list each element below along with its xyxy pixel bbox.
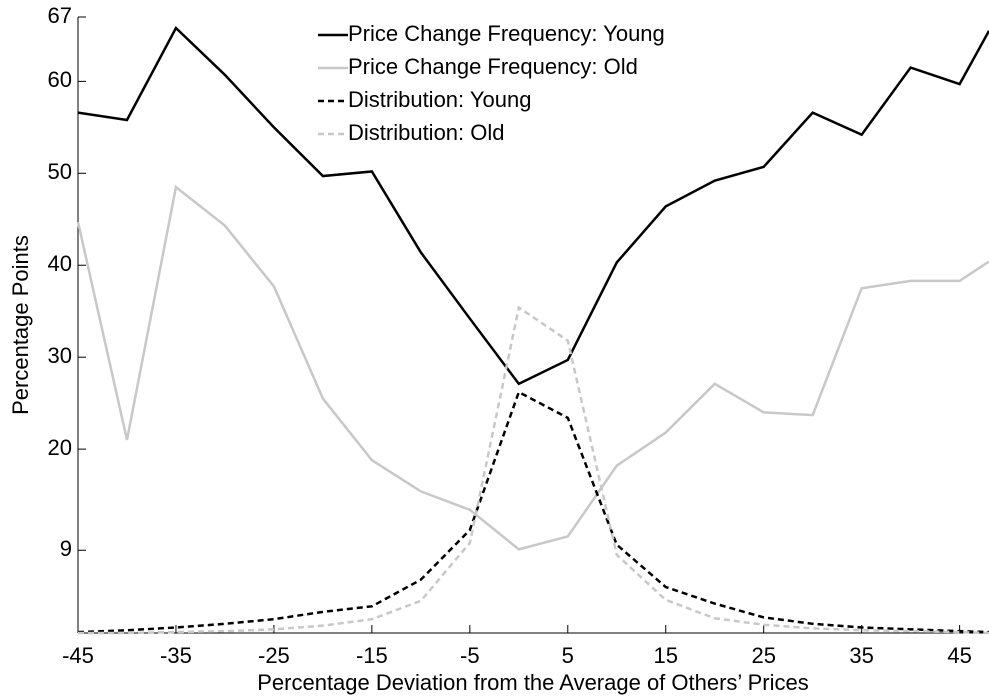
x-tick-label: 15 [653, 643, 677, 668]
series-line [77, 390, 989, 634]
x-tick-label: -5 [460, 643, 480, 668]
x-tick-label: 35 [849, 643, 873, 668]
series-line [76, 184, 989, 551]
y-tick-label: 40 [48, 251, 72, 276]
x-tick-label: -35 [160, 643, 192, 668]
legend-label: Distribution: Young [348, 87, 531, 112]
x-tick-label: -25 [258, 643, 290, 668]
legend-label: Price Change Frequency: Young [348, 21, 665, 46]
y-tick-label: 9 [60, 536, 72, 561]
legend-label: Price Change Frequency: Old [348, 54, 638, 79]
x-tick-label: 25 [751, 643, 775, 668]
y-tick-label: 50 [48, 159, 72, 184]
y-tick-label: 20 [48, 435, 72, 460]
y-tick-label: 67 [48, 3, 72, 28]
legend-label: Distribution: Old [348, 120, 505, 145]
series-line [77, 25, 989, 386]
x-tick-label: 45 [947, 643, 971, 668]
x-tick-label: -15 [356, 643, 388, 668]
x-tick-label: -45 [62, 643, 94, 668]
series-line [78, 305, 989, 635]
y-tick-label: 30 [48, 343, 72, 368]
y-tick-label: 60 [48, 67, 72, 92]
x-tick-label: 5 [562, 643, 574, 668]
y-axis-label: Percentage Points [8, 235, 33, 415]
x-axis-label: Percentage Deviation from the Average of… [257, 670, 809, 695]
